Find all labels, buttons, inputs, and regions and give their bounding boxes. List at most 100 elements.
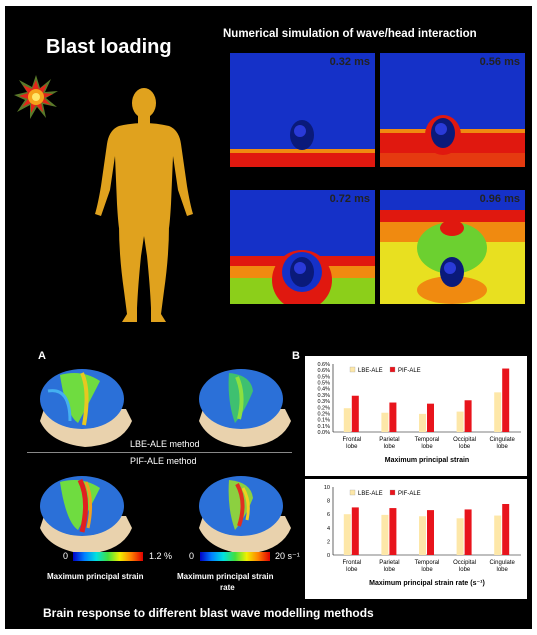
y-tick-label: 0.5% (317, 381, 330, 387)
x-tick-label: lobe (384, 444, 396, 450)
x-tick-label: Parietal (379, 560, 399, 566)
legend-label: LBE-ALE (358, 368, 383, 374)
x-tick-label: lobe (459, 567, 471, 573)
x-tick-label: lobe (497, 567, 509, 573)
x-tick-label: lobe (497, 444, 509, 450)
x-tick-label: Occipital (453, 437, 476, 443)
x-tick-label: Temporal (415, 560, 440, 566)
bar-pif-ale-4 (464, 509, 472, 555)
legend-swatch (349, 366, 356, 373)
simulation-frame-3: 0.72 ms (230, 190, 375, 310)
brain-model-lbe-strain-rate (199, 369, 291, 447)
x-tick-label: Cingulate (490, 437, 516, 443)
legend-label: LBE-ALE (358, 491, 383, 497)
footer-caption: Brain response to different blast wave m… (43, 606, 374, 620)
legend-swatch (389, 366, 396, 373)
x-tick-label: lobe (459, 444, 471, 450)
timestamp-2: 0.56 ms (479, 56, 520, 68)
y-tick-label: 0.3% (317, 393, 330, 399)
method-divider (27, 452, 292, 453)
blast-loading-title: Blast loading (46, 36, 172, 58)
timestamp-3: 0.72 ms (329, 193, 370, 205)
simulation-frame-4: 0.96 ms (380, 190, 525, 304)
bar-lbe-ale-4 (456, 411, 464, 432)
x-tick-label: lobe (346, 567, 358, 573)
bar-lbe-ale-3 (419, 413, 426, 432)
brain-model-pif-strain-rate (199, 476, 291, 554)
y-tick-label: 6 (327, 512, 330, 518)
bar-pif-ale-5 (502, 504, 510, 555)
caption-strain: Maximum principal strain (47, 572, 144, 581)
bar-pif-ale-1 (351, 395, 359, 432)
panel-label-a: A (38, 350, 46, 362)
bar-lbe-ale-4 (456, 518, 464, 555)
colorbar-strain-max: 1.2 % (149, 551, 173, 561)
chart-strain-rate: 0 2 4 6 8 10 Frontal lobe Parietal lobe Temporal lo… (305, 479, 527, 599)
brain-model-lbe-strain (40, 369, 132, 447)
bar-pif-ale-3 (427, 510, 434, 555)
bar-pif-ale-4 (464, 400, 472, 432)
y-tick-label: 0.5% (317, 374, 330, 380)
bar-pif-ale-5 (502, 368, 510, 432)
method-label-lbe: LBE-ALE method (130, 439, 200, 449)
bar-lbe-ale-1 (343, 514, 351, 555)
bar-pif-ale-1 (351, 507, 359, 555)
colorbar-strain-rate (200, 552, 270, 561)
x-axis-label: Maximum principal strain (385, 457, 469, 464)
legend-swatch (389, 489, 396, 496)
brain-model-pif-strain (40, 476, 132, 554)
x-tick-label: Frontal (342, 560, 361, 566)
bar-lbe-ale-5 (494, 515, 502, 555)
y-tick-label: 0.4% (317, 387, 330, 393)
colorbar-strain-min: 0 (63, 551, 69, 561)
simulation-title: Numerical simulation of wave/head intera… (223, 28, 477, 40)
colorbar-strain (73, 552, 143, 561)
simulation-frame-1: 0.32 ms (230, 53, 375, 167)
y-tick-label: 0.2% (317, 411, 330, 417)
colorbar-strain-rate-max: 20 s⁻¹ (275, 551, 300, 561)
y-tick-label: 10 (324, 485, 330, 491)
method-label-pif: PIF-ALE method (130, 456, 197, 466)
caption-strain-rate-line2: rate (220, 583, 235, 592)
x-tick-label: Frontal (342, 437, 361, 443)
timestamp-4: 0.96 ms (479, 193, 520, 205)
y-tick-label: 0.1% (317, 424, 330, 430)
x-tick-label: Parietal (379, 437, 399, 443)
bar-pif-ale-3 (427, 403, 434, 432)
y-tick-label: 0.6% (317, 362, 330, 368)
bar-lbe-ale-5 (494, 392, 502, 432)
x-tick-label: lobe (421, 444, 433, 450)
x-tick-label: Occipital (453, 560, 476, 566)
chart-strain: 0.0% 0.1% 0.1% 0.2% 0.2% 0.3% 0.3% 0.4% 0.5% 0.5%… (305, 356, 527, 476)
caption-strain-rate: Maximum principal strain (177, 572, 274, 581)
y-tick-label: 0.3% (317, 399, 330, 405)
human-silhouette (95, 88, 193, 322)
y-tick-label: 8 (327, 499, 330, 505)
colorbar-strain-rate-min: 0 (189, 551, 195, 561)
x-tick-label: lobe (421, 567, 433, 573)
bar-lbe-ale-3 (419, 516, 426, 555)
bar-lbe-ale-2 (381, 514, 389, 555)
x-tick-label: lobe (346, 444, 358, 450)
panel-label-b: B (292, 350, 300, 362)
x-tick-label: Cingulate (490, 560, 516, 566)
y-tick-label: 0.0% (317, 430, 330, 436)
bar-pif-ale-2 (389, 508, 397, 555)
x-tick-label: Temporal (415, 437, 440, 443)
x-axis-label: Maximum principal strain rate (s⁻¹) (369, 580, 485, 587)
y-tick-label: 0 (327, 553, 330, 559)
bar-lbe-ale-2 (381, 412, 389, 432)
y-tick-label: 2 (327, 539, 330, 545)
timestamp-1: 0.32 ms (329, 56, 370, 68)
simulation-frame-2: 0.56 ms (380, 53, 525, 167)
explosion-icon (14, 75, 58, 119)
y-tick-label: 4 (327, 526, 330, 532)
x-tick-label: lobe (384, 567, 396, 573)
figure-panel: Blast loading Numerical simulation of wa… (5, 6, 532, 629)
bar-pif-ale-2 (389, 402, 397, 432)
y-tick-label: 0.2% (317, 405, 330, 411)
y-tick-label: 0.6% (317, 368, 330, 374)
legend-label: PIF-ALE (398, 368, 421, 374)
y-tick-label: 0.1% (317, 418, 330, 424)
